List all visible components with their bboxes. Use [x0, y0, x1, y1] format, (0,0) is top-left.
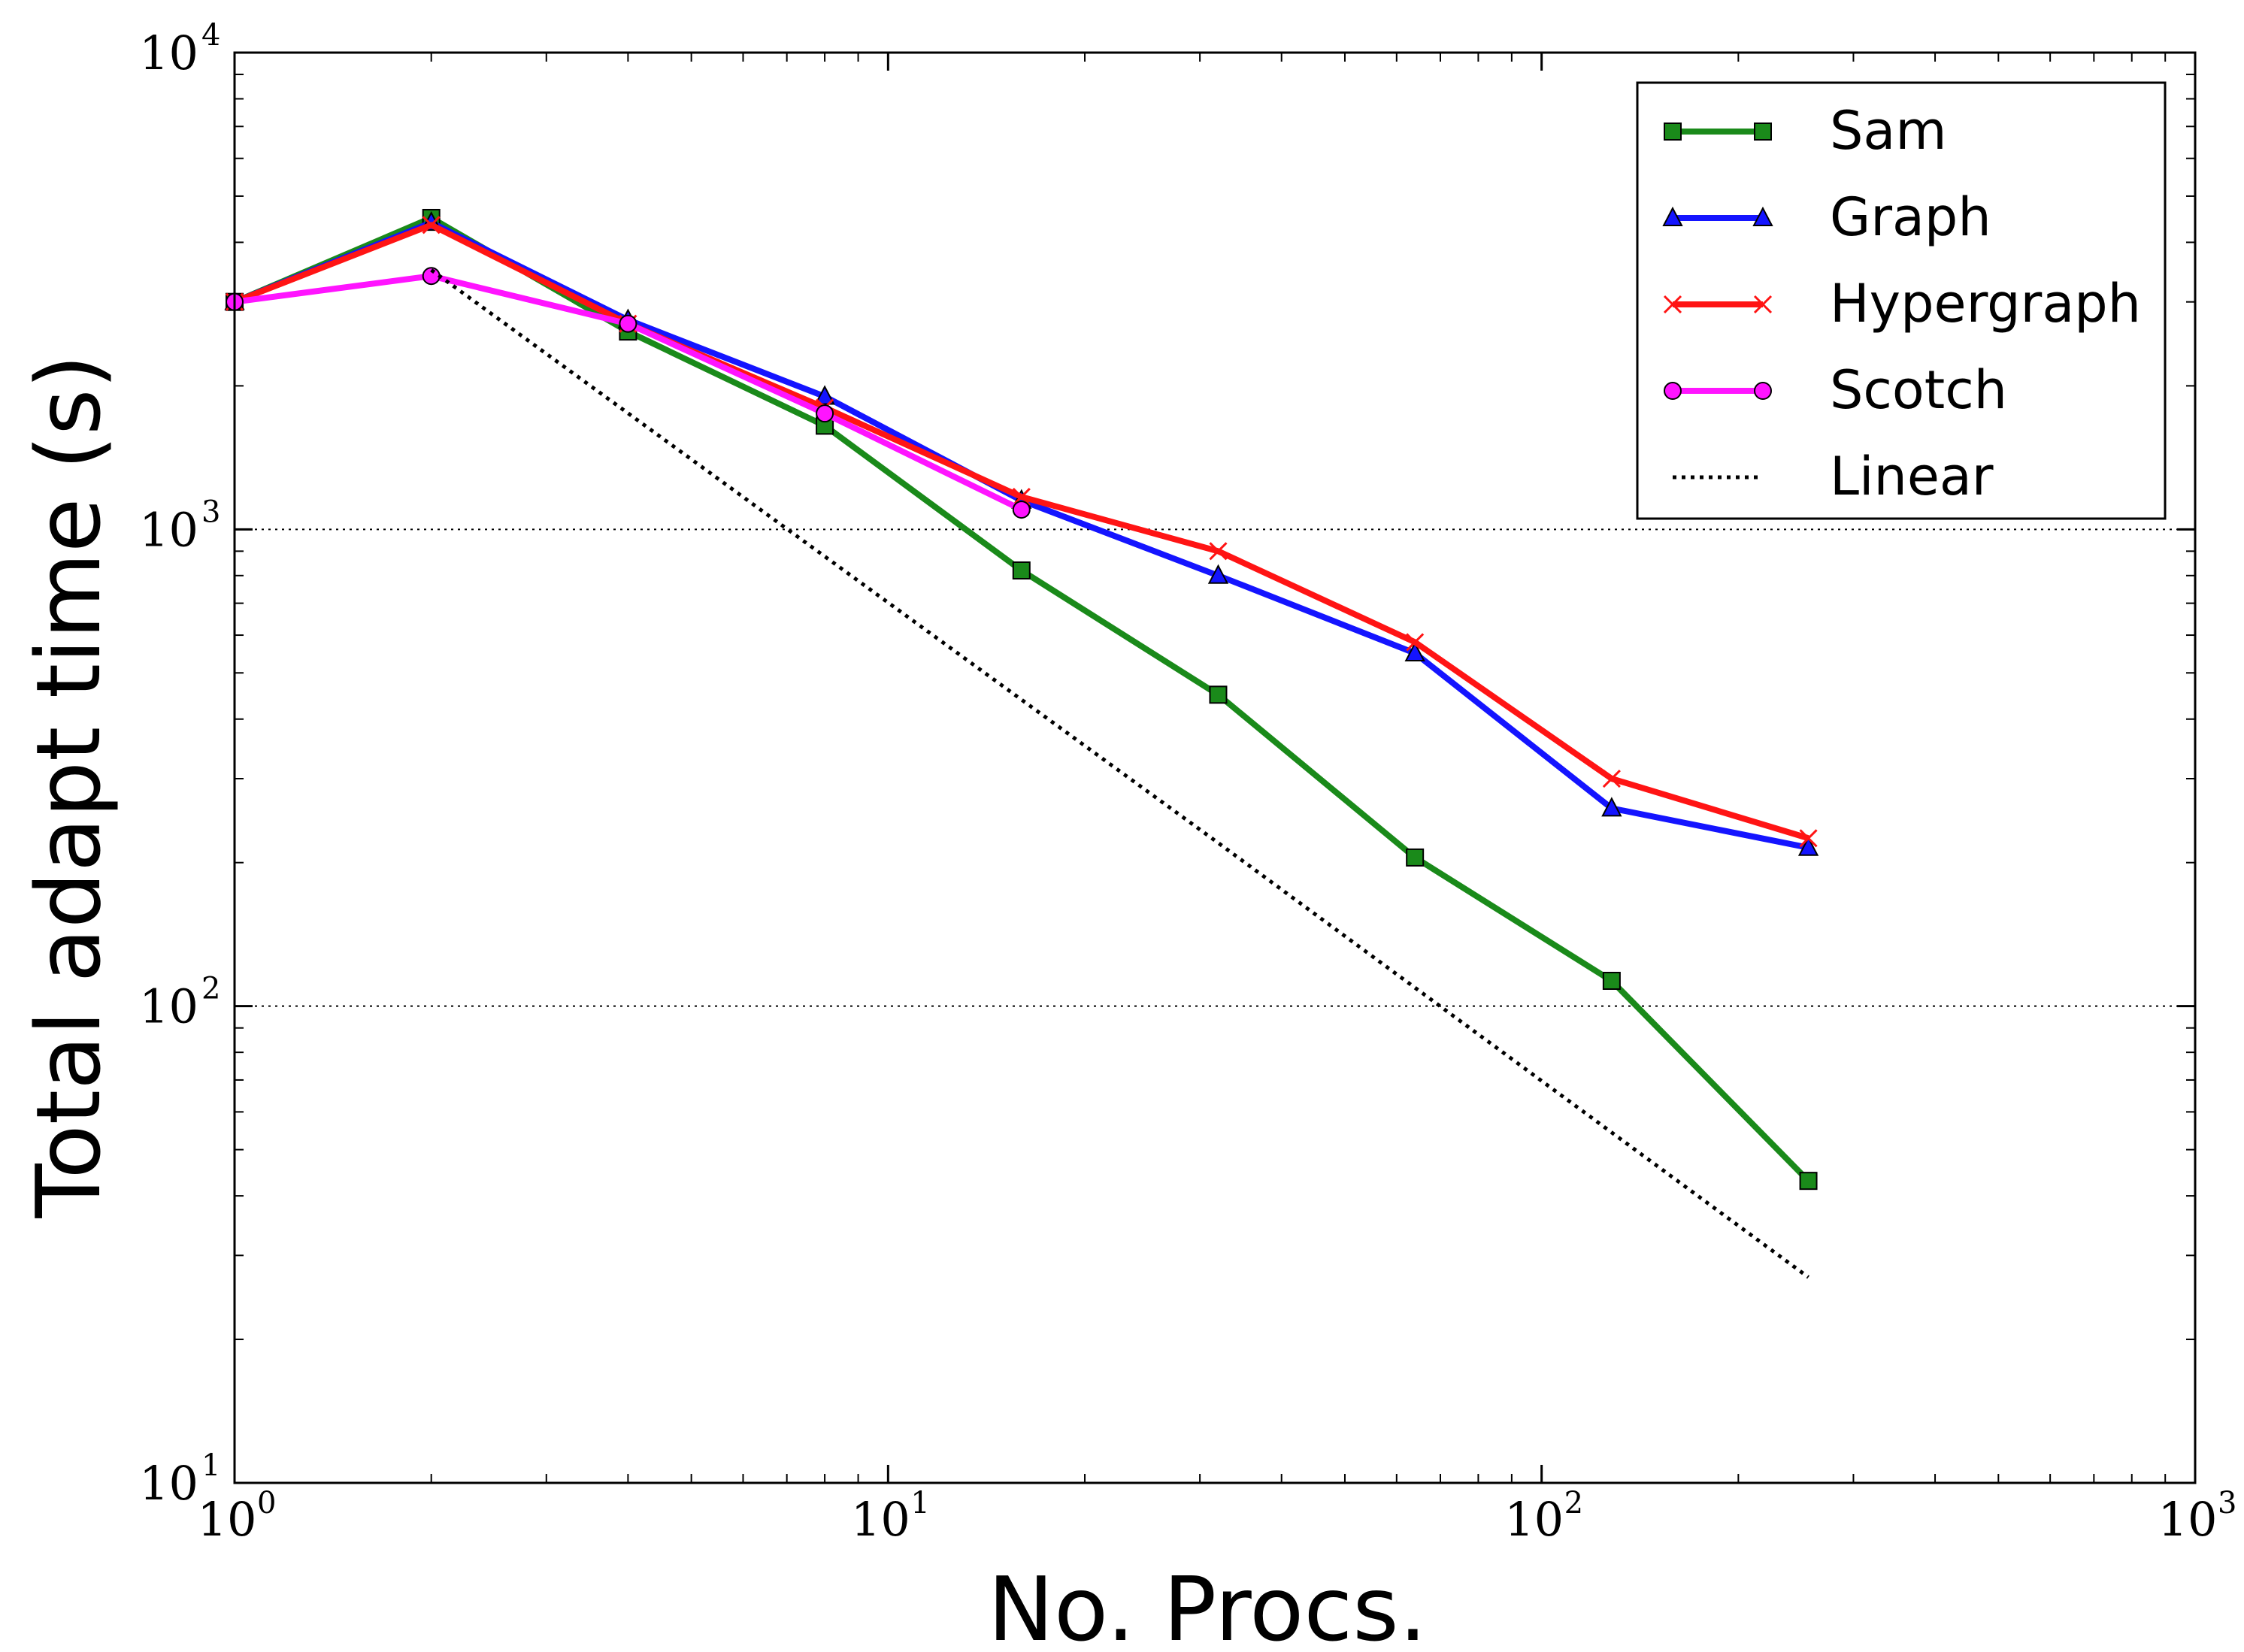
- x-tick-label-base: 10: [851, 1492, 910, 1547]
- x-tick-label-exponent: 1: [910, 1486, 929, 1520]
- x-tick-label-exponent: 0: [257, 1486, 276, 1520]
- data-point-sam: [1602, 971, 1621, 990]
- y-tick-label-base: 10: [139, 26, 198, 80]
- data-point-hypergraph-stroke: [1406, 633, 1425, 652]
- x-tick-label: 10 2: [1504, 1486, 1583, 1547]
- data-point-hypergraph: [1209, 542, 1228, 561]
- y-tick-label-base: 10: [139, 979, 198, 1034]
- x-tick-label-exponent: 2: [1564, 1486, 1583, 1520]
- plot-frame: [233, 51, 2197, 1484]
- y-tick-label-exponent: 3: [201, 495, 220, 529]
- data-point-hypergraph: [1406, 633, 1425, 652]
- y-tick-label-base: 10: [139, 1456, 198, 1511]
- legend-label-linear: Linear: [1830, 446, 1994, 507]
- y-tick-label-base: 10: [139, 502, 198, 557]
- y-axis-title: Total adapt time (s): [17, 355, 120, 1219]
- series-lines: [224, 208, 1819, 1279]
- data-point-graph: [1797, 836, 1819, 856]
- legend-marker-hypergraph-stroke: [1663, 295, 1682, 314]
- data-point-scotch: [619, 314, 637, 333]
- tick-labels: 10 0 10 1 10 2 10 310 110 210 310 4: [139, 18, 2236, 1547]
- series-line-hypergraph: [233, 222, 1809, 842]
- legend-marker-graph: [1662, 206, 1683, 226]
- data-point-hypergraph-stroke: [422, 216, 441, 234]
- x-tick-label-exponent: 3: [2218, 1486, 2236, 1520]
- legend-marker-hypergraph: [1753, 295, 1773, 314]
- data-point-graph: [1601, 797, 1622, 817]
- legend-label-scotch: Scotch: [1830, 359, 2007, 421]
- legend: Sam Graph Hypergraph Scotch Linear: [1636, 81, 2167, 520]
- y-tick-label-exponent: 4: [201, 18, 220, 53]
- legend-marker-scotch: [1754, 382, 1772, 400]
- legend-label-sam: Sam: [1830, 100, 1947, 162]
- data-point-graph: [814, 385, 835, 405]
- x-tick-label-base: 10: [1504, 1492, 1564, 1547]
- legend-marker-sam: [1754, 123, 1772, 141]
- x-tick-label: 10 1: [851, 1486, 930, 1547]
- y-tick-label-exponent: 2: [201, 972, 220, 1006]
- x-tick-label-base: 10: [2158, 1492, 2218, 1547]
- data-point-hypergraph: [422, 216, 441, 234]
- data-point-graph: [1207, 564, 1229, 584]
- y-tick-label: 10 1: [139, 1448, 220, 1511]
- data-point-scotch: [816, 404, 834, 423]
- data-point-graph: [1404, 641, 1425, 662]
- legend-label-hypergraph: Hypergraph: [1830, 273, 2141, 334]
- y-tick-label: 10 3: [139, 495, 220, 557]
- data-point-hypergraph: [1012, 488, 1031, 507]
- data-point-sam: [1209, 685, 1228, 704]
- data-point-hypergraph-stroke: [1799, 829, 1818, 848]
- series-line-sam: [233, 214, 1811, 1183]
- major-ticks: [233, 51, 2197, 1484]
- x-axis-title: No. Procs.: [988, 1557, 1427, 1652]
- data-point-hypergraph-stroke: [1602, 769, 1621, 788]
- series-line-linear: [430, 268, 1810, 1279]
- y-tick-label: 10 2: [139, 972, 220, 1034]
- y-tick-label: 10 4: [139, 18, 220, 80]
- grid-lines: [235, 528, 2195, 1007]
- legend-marker-hypergraph-stroke: [1753, 295, 1773, 314]
- data-point-hypergraph: [1799, 829, 1818, 848]
- legend-marker-hypergraph: [1663, 295, 1682, 314]
- data-point-hypergraph-stroke: [1012, 488, 1031, 507]
- legend-box: [1636, 81, 2167, 520]
- y-tick-label-exponent: 1: [201, 1448, 220, 1483]
- data-point-hypergraph: [1602, 769, 1621, 788]
- data-point-sam: [1799, 1172, 1818, 1191]
- data-point-scotch: [1012, 501, 1031, 519]
- data-point-sam: [1406, 848, 1425, 867]
- x-tick-label-base: 10: [198, 1492, 257, 1547]
- legend-marker-scotch: [1664, 382, 1682, 400]
- legend-marker-sam: [1664, 123, 1682, 141]
- data-point-hypergraph-stroke: [1209, 542, 1228, 561]
- x-tick-label: 10 3: [2158, 1486, 2237, 1547]
- legend-marker-graph: [1752, 206, 1773, 226]
- data-point-sam: [1012, 561, 1031, 580]
- x-tick-label: 10 0: [198, 1486, 277, 1547]
- legend-label-graph: Graph: [1830, 186, 1991, 248]
